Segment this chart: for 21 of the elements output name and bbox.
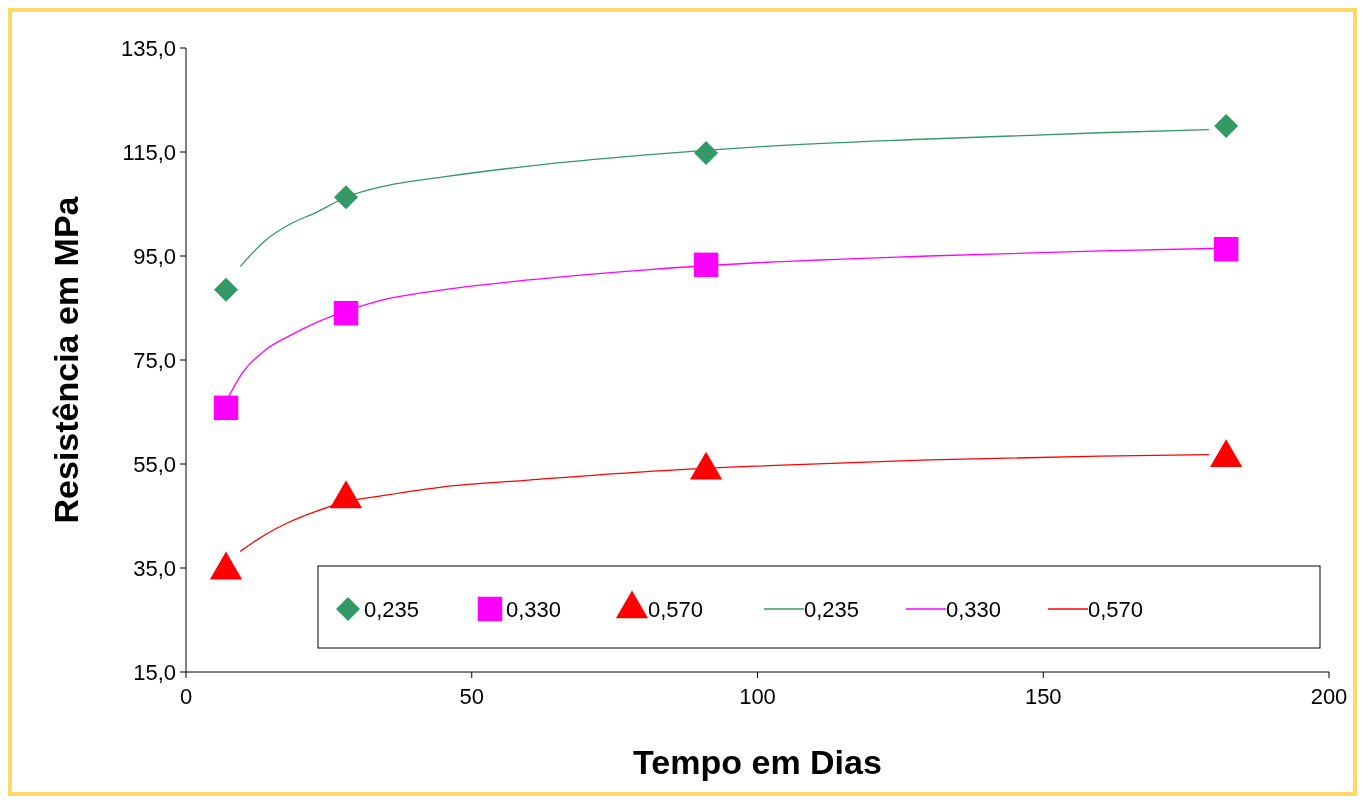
- x-tick-label: 0: [179, 684, 193, 709]
- legend-label: 0,330: [946, 596, 1002, 622]
- y-tick-label: 15,0: [133, 659, 176, 685]
- x-axis-title: Tempo em Dias: [633, 743, 882, 781]
- legend-label: 0,570: [1088, 596, 1144, 622]
- y-tick-label: 75,0: [133, 347, 176, 373]
- x-tick-label: 100: [739, 684, 776, 709]
- y-tick-label: 135,0: [120, 35, 176, 61]
- y-tick-label: 55,0: [133, 451, 176, 477]
- legend-label: 0,235: [364, 596, 420, 622]
- line-series: [239, 128, 1210, 268]
- y-tick-label: 115,0: [122, 139, 176, 165]
- legend-label: 0,235: [804, 596, 860, 622]
- y-tick-label: 35,0: [133, 555, 176, 581]
- x-tick-label: 150: [1024, 684, 1062, 709]
- x-tick-label: 50: [459, 684, 484, 709]
- x-tick-label: 200: [1310, 684, 1348, 709]
- y-tick-label: 95,0: [133, 243, 176, 269]
- legend-label: 0,570: [648, 596, 704, 622]
- y-axis-title: Resistência em MPa: [47, 195, 85, 524]
- legend-label: 0,330: [506, 596, 562, 622]
